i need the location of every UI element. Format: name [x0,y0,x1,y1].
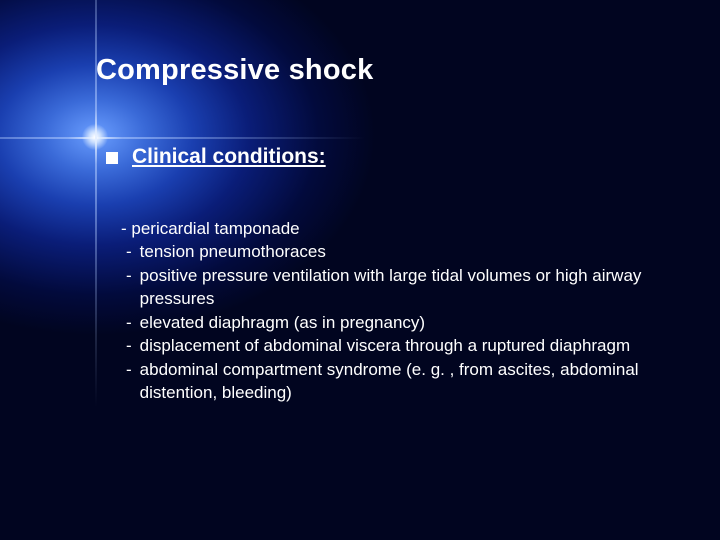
list-item-text: tension pneumothoraces [140,240,690,263]
list-item: - positive pressure ventilation with lar… [126,264,690,311]
list-item: - elevated diaphragm (as in pregnancy) [126,311,690,334]
subheading-row: Clinical conditions: [106,145,690,169]
slide-title: Compressive shock [96,54,690,87]
list-item-text: - pericardial tamponade [121,217,690,240]
dash-icon: - [126,311,132,334]
list-item-text: positive pressure ventilation with large… [140,264,690,311]
list-item: - abdominal compartment syndrome (e. g. … [126,358,690,405]
list-item: - pericardial tamponade [121,217,690,240]
list-item: - tension pneumothoraces [126,240,690,263]
slide-body: Compressive shock Clinical conditions: -… [0,0,720,405]
subheading: Clinical conditions: [132,145,326,169]
square-bullet-icon [106,152,118,164]
dash-icon: - [126,264,132,311]
dash-icon: - [126,358,132,405]
dash-icon: - [126,240,132,263]
list-item-text: displacement of abdominal viscera throug… [140,334,690,357]
condition-list: - pericardial tamponade - tension pneumo… [126,217,690,405]
list-item-text: abdominal compartment syndrome (e. g. , … [140,358,690,405]
list-item: - displacement of abdominal viscera thro… [126,334,690,357]
list-item-text: elevated diaphragm (as in pregnancy) [140,311,690,334]
dash-icon: - [126,334,132,357]
